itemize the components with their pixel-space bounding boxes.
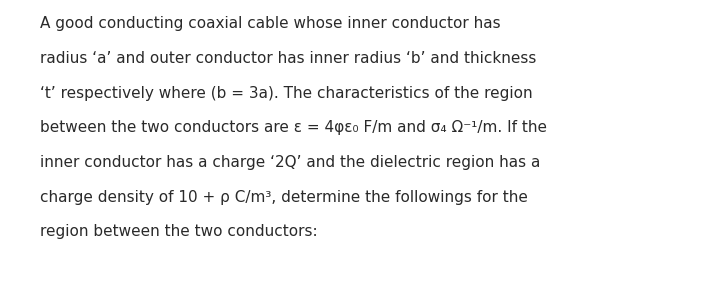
- Text: inner conductor has a charge ‘2Q’ and the dielectric region has a: inner conductor has a charge ‘2Q’ and th…: [40, 155, 540, 170]
- Text: region between the two conductors:: region between the two conductors:: [40, 224, 318, 239]
- Text: A good conducting coaxial cable whose inner conductor has: A good conducting coaxial cable whose in…: [40, 16, 500, 31]
- Text: charge density of 10 + ρ C/m³, determine the followings for the: charge density of 10 + ρ C/m³, determine…: [40, 190, 528, 205]
- Text: between the two conductors are ε = 4φε₀ F/m and σ₄ Ω⁻¹/m. If the: between the two conductors are ε = 4φε₀ …: [40, 120, 546, 135]
- Text: ‘t’ respectively where (b = 3a). The characteristics of the region: ‘t’ respectively where (b = 3a). The cha…: [40, 86, 532, 101]
- Text: radius ‘a’ and outer conductor has inner radius ‘b’ and thickness: radius ‘a’ and outer conductor has inner…: [40, 51, 536, 66]
